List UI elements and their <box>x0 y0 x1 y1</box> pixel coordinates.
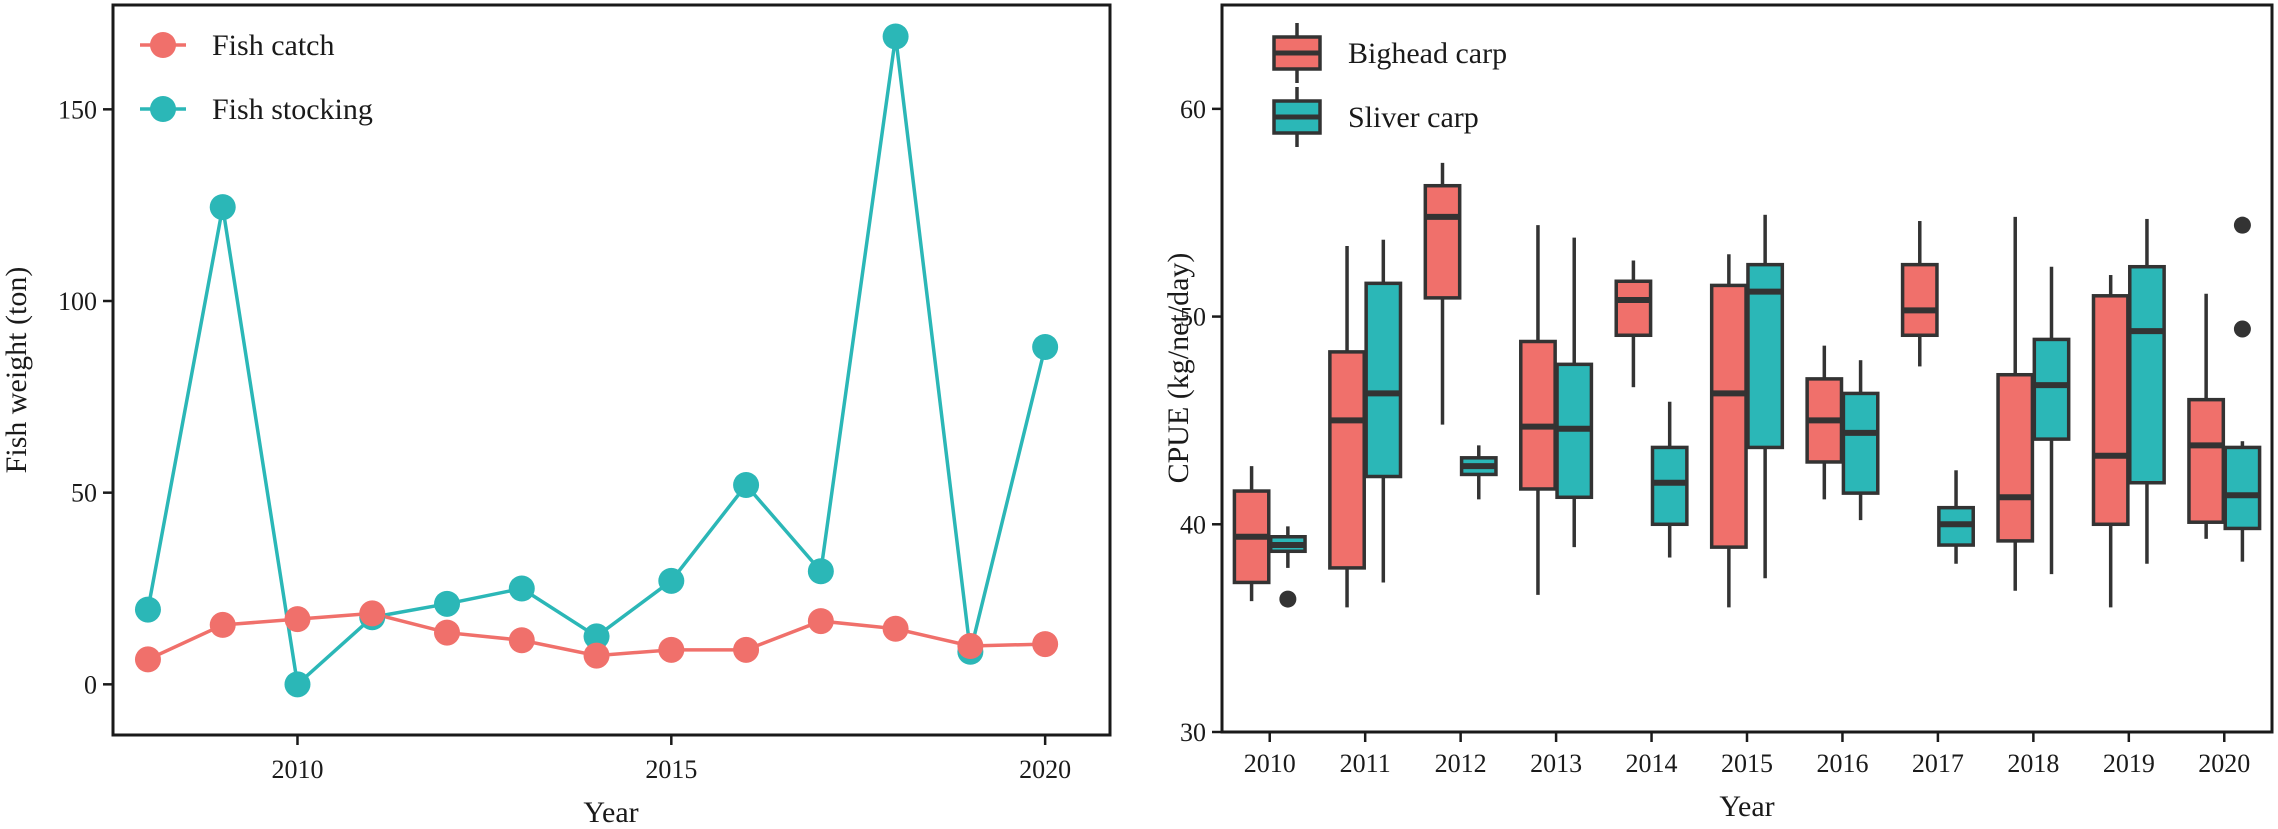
data-point-fish-catch <box>134 646 161 673</box>
data-point-fish-catch <box>284 606 311 633</box>
box-bighead-carp <box>2187 397 2226 524</box>
box-bighead-carp <box>1900 262 1939 338</box>
data-point-fish-stocking <box>508 575 535 602</box>
boxplot-boxes <box>1232 162 2262 608</box>
data-point-fish-catch <box>1032 631 1059 658</box>
box-sliver-carp <box>1841 391 1880 495</box>
box-bighead-carp <box>1328 350 1366 570</box>
boxplot-x-tick-label: 2010 <box>1244 749 1296 778</box>
data-point-fish-stocking <box>882 23 909 50</box>
legend-label-bighead-carp: Bighead carp <box>1348 37 1507 70</box>
line-chart-x-tick-label: 2010 <box>271 755 323 784</box>
boxplot-y-tick-label: 60 <box>1180 95 1206 124</box>
line-chart-y-tick-label: 100 <box>58 287 97 316</box>
data-point-fish-catch <box>508 627 535 654</box>
box-bighead-carp <box>1614 279 1653 338</box>
boxplot-x-tick-label: 2013 <box>1530 749 1582 778</box>
boxplot-legend: Bighead carp Sliver carp <box>1272 23 1507 147</box>
legend-label-fish-stocking: Fish stocking <box>212 93 373 126</box>
boxplot-x-tick-label: 2011 <box>1340 749 1391 778</box>
box-bighead-carp <box>2091 294 2130 527</box>
box-bighead-carp <box>1423 183 1462 300</box>
line-chart-y-tick-label: 0 <box>84 670 97 699</box>
data-point-fish-stocking <box>209 194 236 221</box>
legend-marker-fish-stocking <box>150 96 176 122</box>
boxplot-ticks: 30 40 50 60 2010 2011 2012 2013 2014 2015 2016 2017… <box>1180 95 2250 778</box>
data-point-fish-stocking <box>1032 334 1059 360</box>
line-chart-series <box>134 23 1059 698</box>
boxplot-x-tick-label: 2016 <box>1816 749 1868 778</box>
line-chart-x-tick-label: 2015 <box>645 755 697 784</box>
boxplot-panel: 30 40 50 60 2010 2011 2012 2013 2014 2015 2016 2017… <box>1162 3 2274 823</box>
boxplot-x-tick-label: 2018 <box>2007 749 2059 778</box>
outlier-point-sliver-carp <box>2233 320 2251 338</box>
line-chart-legend: Fish catch Fish stocking <box>140 29 373 126</box>
line-chart-plot-frame <box>111 3 1112 737</box>
boxplot-y-tick-label: 30 <box>1180 718 1206 747</box>
data-point-fish-catch <box>658 636 685 663</box>
line-chart-y-tick-label: 150 <box>58 95 97 124</box>
data-point-fish-stocking <box>583 623 610 650</box>
legend-label-sliver-carp: Sliver carp <box>1348 101 1479 134</box>
box-bighead-carp <box>1709 283 1748 549</box>
data-point-fish-catch <box>733 636 760 663</box>
series-line-fish-stocking <box>146 36 1047 688</box>
data-point-fish-catch <box>583 642 610 669</box>
line-chart-ticks: 0 50 100 150 2010 2015 2020 <box>58 95 1071 784</box>
data-point-fish-stocking <box>658 567 685 594</box>
data-point-fish-stocking <box>134 596 161 623</box>
boxplot-x-tick-label: 2014 <box>1626 749 1678 778</box>
box-bighead-carp <box>1996 372 2035 543</box>
boxplot-plot-frame <box>1220 3 2274 734</box>
box-bighead-carp <box>1519 339 1557 491</box>
line-chart-y-axis-title: Fish weight (ton) <box>0 267 33 474</box>
data-point-fish-catch <box>359 600 386 627</box>
data-point-fish-stocking <box>733 472 760 498</box>
box-sliver-carp <box>1746 262 1785 450</box>
legend-label-fish-catch: Fish catch <box>212 29 334 62</box>
boxplot-x-tick-label: 2020 <box>2198 749 2250 778</box>
data-point-fish-stocking <box>434 590 461 617</box>
boxplot-y-tick-label: 40 <box>1180 510 1206 539</box>
data-point-fish-catch <box>209 611 236 638</box>
box-sliver-carp <box>1650 445 1689 527</box>
data-point-fish-stocking <box>284 671 311 698</box>
boxplot-y-axis-title: CPUE (kg/net/day) <box>1162 253 1195 484</box>
boxplot-y-tick-label: 50 <box>1180 303 1206 332</box>
data-point-fish-catch <box>882 615 909 642</box>
boxplot-x-tick-label: 2015 <box>1721 749 1773 778</box>
data-point-fish-catch <box>957 633 984 659</box>
outlier-point-sliver-carp <box>1279 590 1297 608</box>
boxplot-x-axis-title: Year <box>1719 790 1774 823</box>
data-point-fish-stocking <box>807 558 834 585</box>
outlier-point-sliver-carp <box>2233 216 2251 234</box>
line-chart-y-tick-label: 50 <box>71 479 97 508</box>
box-sliver-carp <box>2032 337 2071 441</box>
line-chart-panel: 0 50 100 150 2010 2015 2020 Year Fish weight (… <box>0 3 1112 829</box>
boxplot-x-tick-label: 2019 <box>2103 749 2155 778</box>
line-chart-x-axis-title: Year <box>583 796 638 829</box>
boxplot-x-tick-label: 2017 <box>1912 749 1964 778</box>
line-chart-x-tick-label: 2020 <box>1019 755 1071 784</box>
legend-marker-fish-catch <box>150 32 176 58</box>
data-point-fish-catch <box>434 619 461 646</box>
box-sliver-carp <box>1364 281 1403 479</box>
box-sliver-carp <box>2223 445 2262 531</box>
boxplot-x-tick-label: 2012 <box>1435 749 1487 778</box>
box-sliver-carp <box>2128 264 2166 485</box>
data-point-fish-catch <box>807 608 834 635</box>
